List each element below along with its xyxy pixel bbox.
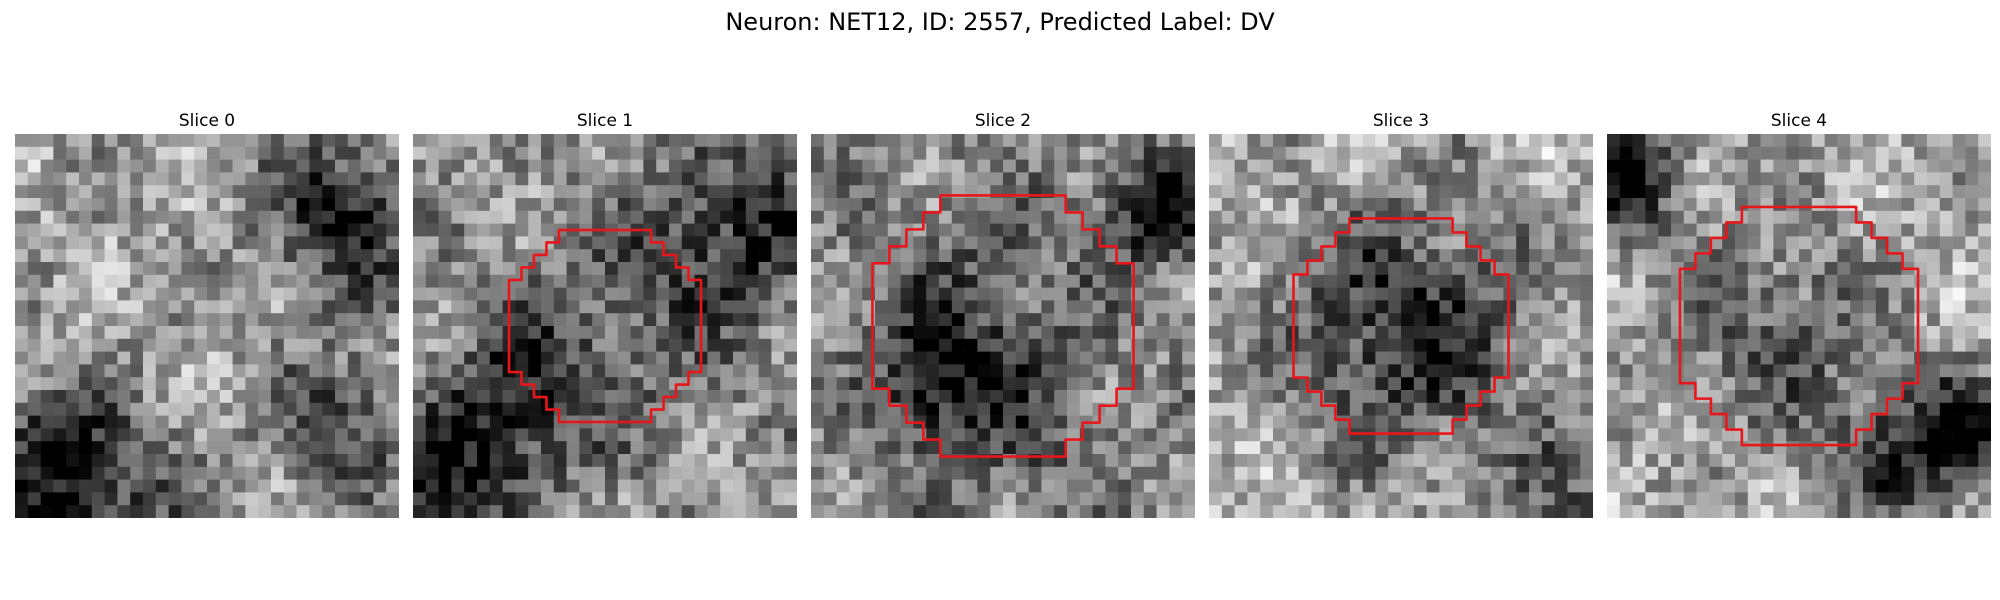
slice-panel-0: Slice 0 <box>15 108 399 518</box>
pixel-grid <box>413 134 797 518</box>
slice-panel-1: Slice 1 <box>413 108 797 518</box>
slice-2-image <box>811 134 1195 518</box>
pixel-grid <box>1607 134 1991 518</box>
pixel-grid <box>15 134 399 518</box>
slice-4-image <box>1607 134 1991 518</box>
slice-0-image <box>15 134 399 518</box>
figure-title: Neuron: NET12, ID: 2557, Predicted Label… <box>725 8 1275 36</box>
slice-3-image <box>1209 134 1593 518</box>
slice-1-image <box>413 134 797 518</box>
roi-contour <box>1678 205 1920 447</box>
slice-panel-2: Slice 2 <box>811 108 1195 518</box>
roi-contour <box>507 228 703 424</box>
slice-panel-4: Slice 4 <box>1607 108 1991 518</box>
roi-contour <box>1292 217 1510 435</box>
slice-3-title: Slice 3 <box>1372 111 1430 131</box>
slice-0-title: Slice 0 <box>178 111 236 131</box>
pixel-grid <box>1209 134 1593 518</box>
slice-panel-3: Slice 3 <box>1209 108 1593 518</box>
slice-2-title: Slice 2 <box>974 111 1032 131</box>
roi-contour <box>871 194 1135 458</box>
slice-4-title: Slice 4 <box>1770 111 1828 131</box>
slice-1-title: Slice 1 <box>576 111 634 131</box>
pixel-grid <box>811 134 1195 518</box>
